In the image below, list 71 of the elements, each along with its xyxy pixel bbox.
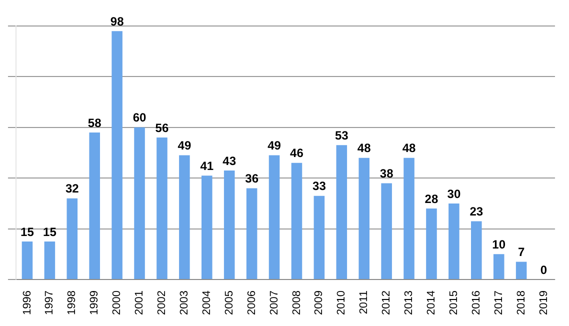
bar (134, 127, 145, 280)
data-label: 32 (65, 182, 80, 196)
x-tick-label: 2006 (246, 290, 258, 316)
data-label: 48 (402, 141, 416, 156)
bar (381, 183, 392, 280)
x-tick-label: 2010 (336, 290, 348, 316)
bar (314, 196, 325, 280)
x-tick-label: 2003 (178, 290, 190, 316)
data-label: 43 (222, 154, 236, 168)
data-label: 33 (312, 179, 326, 194)
x-tick-label: 2007 (268, 290, 280, 316)
bar (426, 208, 437, 280)
x-tick-label: 2012 (380, 290, 393, 316)
data-label: 49 (268, 138, 282, 153)
bar (471, 221, 482, 280)
bar (224, 170, 235, 280)
bar (358, 158, 370, 280)
bar (268, 155, 280, 280)
x-tick-label: 2004 (200, 290, 213, 316)
data-label: 15 (43, 224, 57, 239)
x-tick-label: 2008 (290, 290, 303, 316)
bar (22, 242, 33, 280)
bar (179, 155, 190, 280)
data-label: 10 (492, 237, 506, 252)
bar (44, 242, 56, 280)
data-label: 60 (132, 110, 147, 125)
bar (516, 262, 527, 280)
x-tick-label: 2018 (515, 290, 528, 316)
x-tick-label: 2016 (470, 290, 482, 316)
x-tick-label: 1999 (88, 290, 101, 316)
data-label: 30 (447, 186, 461, 201)
bar (291, 162, 302, 280)
bar (202, 176, 212, 280)
data-label: 48 (357, 141, 372, 156)
data-label: 23 (470, 204, 484, 219)
bar (246, 188, 258, 280)
x-tick-label: 2014 (426, 290, 438, 316)
data-label: 49 (178, 138, 192, 153)
x-tick-label: 2009 (313, 290, 326, 316)
data-label: 46 (290, 146, 304, 160)
x-tick-label: 2002 (156, 290, 168, 316)
data-label: 7 (518, 245, 525, 260)
data-label: 56 (155, 120, 169, 135)
data-label: 15 (20, 224, 34, 239)
data-label: 53 (334, 128, 349, 142)
bar (404, 158, 414, 280)
data-label: 58 (88, 116, 102, 130)
bar (448, 203, 460, 280)
data-label: 0 (540, 262, 548, 277)
bar (112, 31, 122, 280)
bar (336, 145, 348, 280)
x-tick-label: 1996 (21, 290, 34, 316)
x-tick-label: 2015 (448, 290, 460, 316)
data-label: 28 (424, 192, 438, 206)
data-label: 98 (110, 14, 124, 28)
bar (156, 138, 168, 280)
x-tick-label: 2013 (403, 290, 416, 316)
x-tick-label: 2011 (358, 290, 370, 314)
x-tick-label: 2001 (134, 290, 146, 316)
data-label: 38 (380, 166, 394, 180)
x-tick-label: 2000 (111, 290, 124, 316)
x-tick-label: 2019 (538, 290, 550, 316)
data-label: 36 (245, 172, 259, 186)
x-tick-label: 2017 (492, 290, 505, 316)
bar (66, 198, 78, 280)
bar (493, 254, 504, 280)
data-label: 41 (200, 158, 214, 173)
x-tick-label: 2005 (223, 290, 236, 316)
bar (89, 132, 100, 280)
x-tick-label: 1997 (44, 290, 56, 316)
x-tick-label: 1998 (66, 290, 78, 316)
